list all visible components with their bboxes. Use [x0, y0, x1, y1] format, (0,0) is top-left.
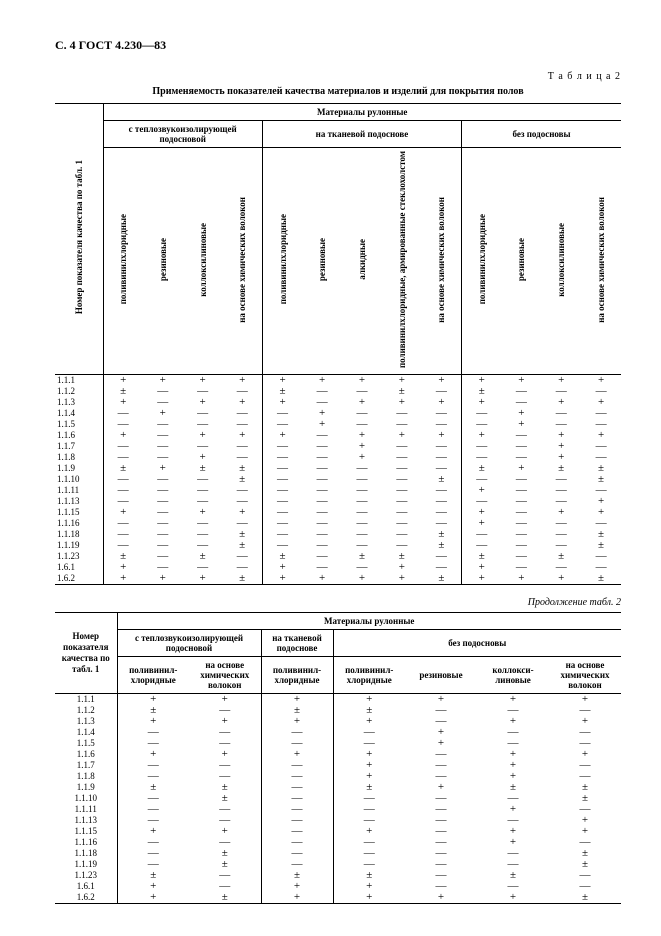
col-header: на основе химических волокон [422, 148, 462, 375]
row-key: 1.1.23 [55, 870, 117, 881]
data-cell: + [333, 892, 405, 904]
group-b2: на тканевой подоснове [261, 630, 333, 657]
row-key: 1.1.1 [55, 694, 117, 706]
row-key: 1.1.2 [55, 705, 117, 716]
col-header: поливинилхлоридные, армированные стеклох… [382, 148, 422, 375]
row-key: 1.6.1 [55, 562, 103, 573]
col-header: поливинил-хлоридные [261, 657, 333, 694]
row-key: 1.1.15 [55, 507, 103, 518]
col-header: коллокси-линовые [477, 657, 549, 694]
col-header: на основехимическихволокон [189, 657, 261, 694]
data-cell: + [477, 892, 549, 904]
col-header: коллоксилиновые [541, 148, 581, 375]
row-key: 1.1.3 [55, 397, 103, 408]
data-cell: + [501, 573, 541, 585]
data-cell: + [302, 573, 342, 585]
table-number: Т а б л и ц а 2 [55, 71, 621, 82]
col-header: поливинилхлоридные [103, 148, 143, 375]
group-b3: без подосновы [333, 630, 621, 657]
col-header: алкидные [342, 148, 382, 375]
row-key: 1.1.4 [55, 727, 117, 738]
row-key: 1.1.11 [55, 804, 117, 815]
data-cell: ± [189, 892, 261, 904]
row-key: 1.1.10 [55, 793, 117, 804]
col-header: поливинил-хлоридные [117, 657, 189, 694]
bottom-table: Номер показателя качества по табл. 1 Мат… [55, 612, 621, 904]
col-header: резиновые [143, 148, 183, 375]
data-cell: + [262, 573, 302, 585]
data-cell: + [405, 892, 477, 904]
data-cell: + [117, 892, 189, 904]
row-key: 1.6.1 [55, 881, 117, 892]
row-key: 1.1.1 [55, 375, 103, 387]
row-key: 1.1.6 [55, 430, 103, 441]
row-header-label: Номер показателя качества по табл. 1 [74, 157, 84, 317]
row-key: 1.1.7 [55, 760, 117, 771]
data-cell: + [261, 892, 333, 904]
col-header: коллоксилиновые [183, 148, 223, 375]
row-key: 1.1.13 [55, 496, 103, 507]
col-header: резиновые [501, 148, 541, 375]
data-cell: + [382, 573, 422, 585]
row-key: 1.1.18 [55, 529, 103, 540]
col-header: поливинил-хлоридные [333, 657, 405, 694]
row-key: 1.1.8 [55, 771, 117, 782]
data-cell: ± [223, 573, 263, 585]
page: С. 4 ГОСТ 4.230—83 Т а б л и ц а 2 Приме… [0, 0, 661, 936]
col-header: на основе химических волокон [581, 148, 621, 375]
row-key: 1.1.23 [55, 551, 103, 562]
row-key: 1.1.19 [55, 540, 103, 551]
row-key: 1.6.2 [55, 892, 117, 904]
continuation-label: Продолжение табл. 2 [55, 597, 621, 608]
group-2: на тканевой подоснове [262, 121, 461, 148]
group-1: с теплозвукоизолирующей подосновой [103, 121, 262, 148]
data-cell: + [462, 573, 502, 585]
row-key: 1.1.5 [55, 738, 117, 749]
row-key: 1.1.18 [55, 848, 117, 859]
group-b1: с теплозвукоизолирующей подосновой [117, 630, 261, 657]
data-cell: + [143, 573, 183, 585]
col-header: резиновые [302, 148, 342, 375]
col-header: на основе химических волокон [223, 148, 263, 375]
row-key: 1.1.7 [55, 441, 103, 452]
data-cell: + [541, 573, 581, 585]
row-key: 1.6.2 [55, 573, 103, 585]
super-group-2: Материалы рулонные [117, 613, 621, 630]
row-key: 1.1.16 [55, 518, 103, 529]
data-cell: + [342, 573, 382, 585]
row-key: 1.1.13 [55, 815, 117, 826]
col-header: поливинилхлоридные [262, 148, 302, 375]
row-key: 1.1.8 [55, 452, 103, 463]
row-key: 1.1.9 [55, 463, 103, 474]
data-cell: + [103, 573, 143, 585]
row-key: 1.1.2 [55, 386, 103, 397]
data-cell: ± [422, 573, 462, 585]
top-table: Номер показателя качества по табл. 1 Мат… [55, 103, 621, 585]
col-header: резиновые [405, 657, 477, 694]
row-key: 1.1.19 [55, 859, 117, 870]
data-cell: + [183, 573, 223, 585]
row-key: 1.1.16 [55, 837, 117, 848]
row-key: 1.1.5 [55, 419, 103, 430]
col-header: на основехимическихволокон [549, 657, 621, 694]
row-key: 1.1.11 [55, 485, 103, 496]
table-caption: Применяемость показателей качества матер… [55, 86, 621, 97]
row-key: 1.1.4 [55, 408, 103, 419]
row-header-label-2: Номер показателя качества по табл. 1 [55, 613, 117, 694]
data-cell: ± [581, 573, 621, 585]
super-group: Материалы рулонные [103, 104, 621, 121]
row-key: 1.1.3 [55, 716, 117, 727]
data-cell: ± [549, 892, 621, 904]
row-key: 1.1.15 [55, 826, 117, 837]
row-key: 1.1.10 [55, 474, 103, 485]
row-key: 1.1.6 [55, 749, 117, 760]
page-header: С. 4 ГОСТ 4.230—83 [55, 38, 621, 53]
col-header: поливинилхлоридные [462, 148, 502, 375]
group-3: без подосновы [462, 121, 621, 148]
row-key: 1.1.9 [55, 782, 117, 793]
